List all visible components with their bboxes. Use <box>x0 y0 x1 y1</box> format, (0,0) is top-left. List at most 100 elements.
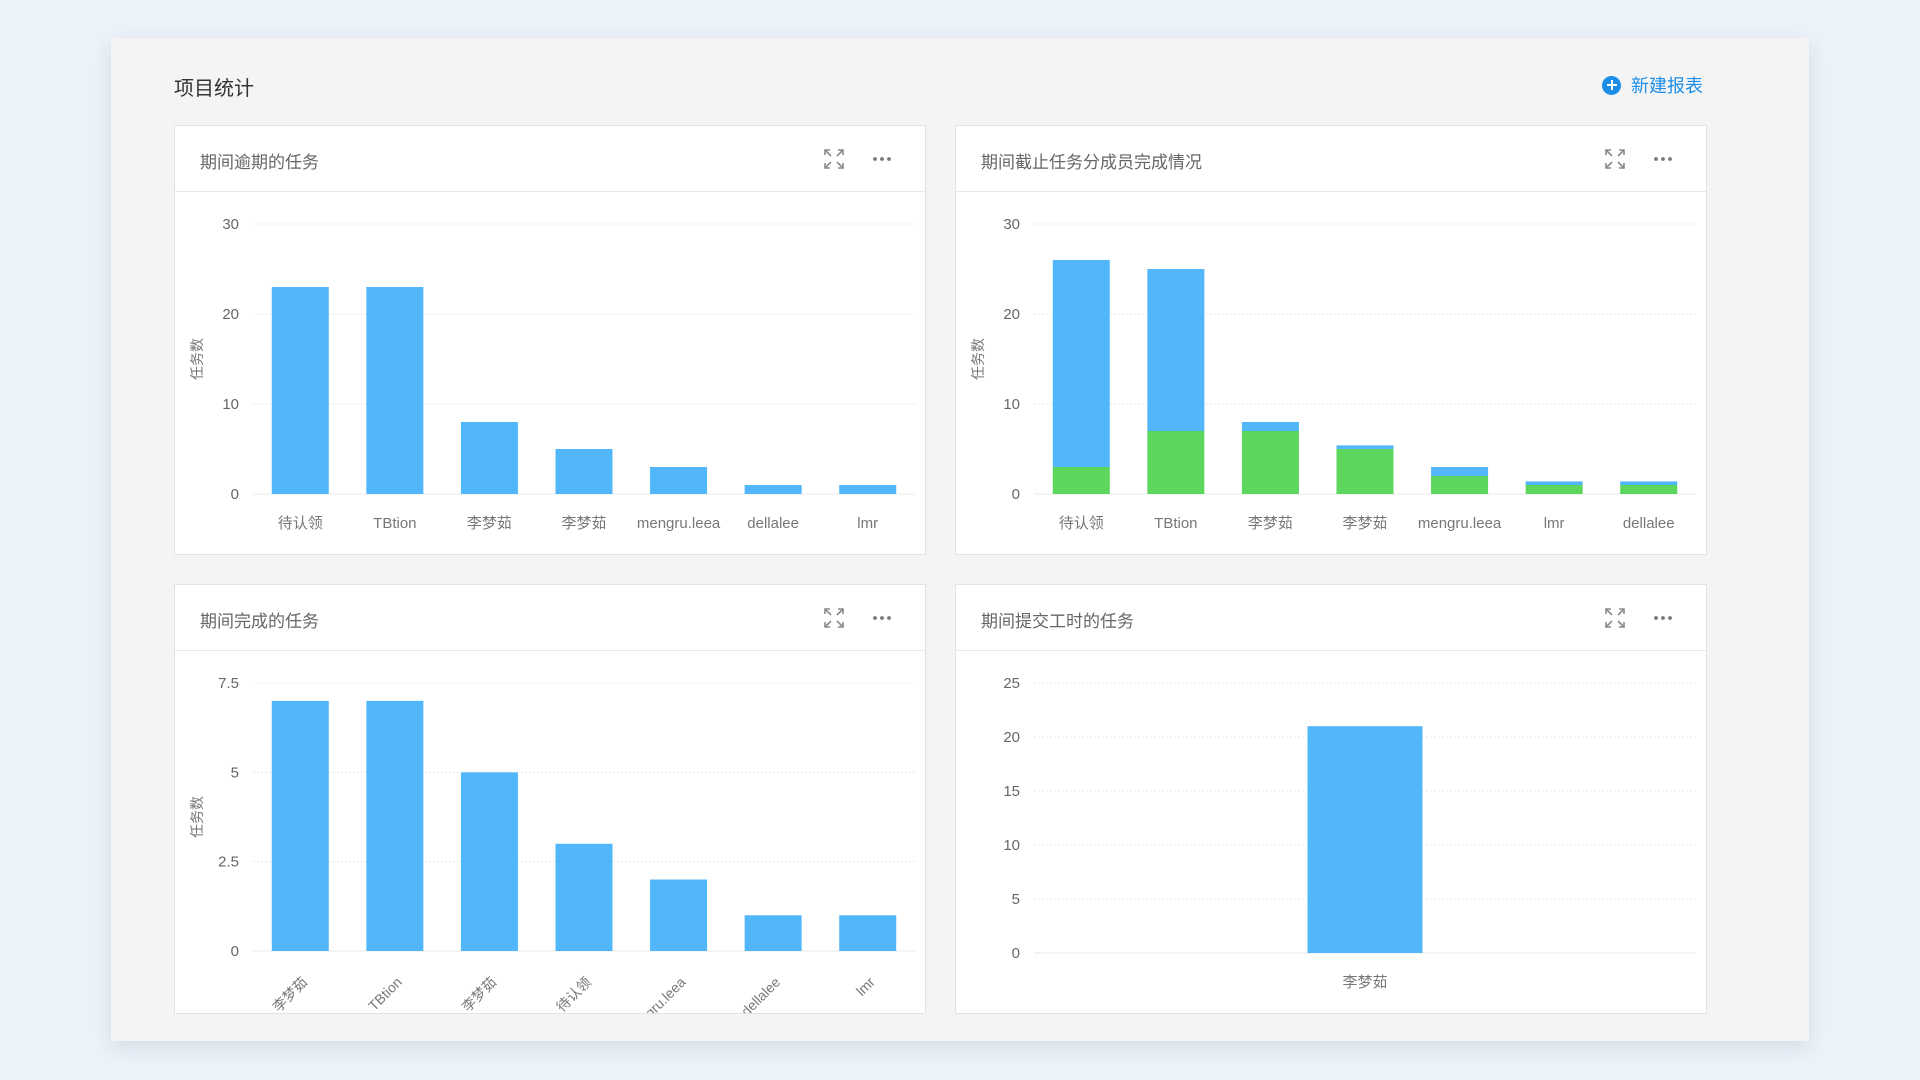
card-title: 期间逾期的任务 <box>200 153 319 172</box>
bar-chart: 0 10 20 30 任务数待认领 TBtion 李梦茹 李梦茹 mengru.leea dell… <box>175 192 925 554</box>
y-tick-label: 20 <box>1003 729 1020 746</box>
more-icon[interactable] <box>871 607 893 629</box>
bar-segment <box>1525 481 1583 485</box>
bar-segment <box>1147 431 1205 494</box>
bar <box>839 915 897 951</box>
bar <box>460 422 518 494</box>
bar <box>460 772 518 951</box>
bar <box>271 287 329 494</box>
y-tick-label: 30 <box>1003 216 1020 233</box>
y-axis-label: 任务数 <box>971 338 987 380</box>
y-tick-label: 0 <box>1012 486 1020 503</box>
bar <box>744 915 802 951</box>
chart-card-completed: 期间完成的任务 0 2.5 5 7.5 任务数李梦茹 TBtion 李梦茹 待认领 mengru… <box>174 584 926 1014</box>
y-tick-label: 0 <box>231 943 239 960</box>
y-tick-label: 10 <box>222 396 239 413</box>
y-tick-label: 30 <box>222 216 239 233</box>
x-tick-label: mengru.leea <box>622 974 688 1013</box>
y-axis-label: 任务数 <box>190 796 206 838</box>
y-tick-label: 25 <box>1003 675 1020 692</box>
bar-segment <box>1241 422 1299 431</box>
y-tick-label: 0 <box>1012 945 1020 962</box>
card-header: 期间逾期的任务 <box>175 126 925 192</box>
expand-icon[interactable] <box>823 607 845 629</box>
x-tick-label: 李梦茹 <box>269 974 310 1013</box>
bar <box>1307 726 1423 953</box>
more-icon[interactable] <box>1652 607 1674 629</box>
bar <box>744 485 802 494</box>
x-tick-label: 李梦茹 <box>467 515 512 532</box>
bar-chart: 0 5 10 15 20 25 李梦茹 <box>956 651 1706 1013</box>
x-tick-label: mengru.leea <box>637 515 721 532</box>
x-tick-label: TBtion <box>365 974 405 1013</box>
y-tick-label: 2.5 <box>218 854 239 871</box>
new-report-button[interactable]: 新建报表 <box>1602 72 1703 98</box>
bar-segment <box>1431 467 1489 476</box>
more-icon[interactable] <box>1652 148 1674 170</box>
chart-card-overdue: 期间逾期的任务 0 10 20 30 任务数待认领 TBtion 李梦茹 李梦茹 mengru.… <box>174 125 926 555</box>
bar <box>555 449 613 494</box>
stacked-bar-chart: 0 10 20 30 任务数 待认领 TBtion 李梦茹 李梦茹 mengru.leea lmr d… <box>956 192 1706 554</box>
y-axis-label: 任务数 <box>190 338 206 380</box>
expand-icon[interactable] <box>1604 148 1626 170</box>
bar <box>555 843 613 951</box>
bar-segment <box>1052 467 1110 494</box>
bar-segment <box>1620 481 1678 485</box>
bar <box>271 700 329 951</box>
project-stats-panel: 项目统计 新建报表 期间逾期的任务 0 10 20 30 任务数 待认领 TBtion 李梦茹… <box>111 38 1809 1041</box>
chart-card-worklog: 期间提交工时的任务 0 5 10 15 20 25 李梦茹 <box>955 584 1707 1014</box>
bar <box>839 485 897 494</box>
x-tick-label: dellalee <box>747 515 799 532</box>
x-tick-label: 李梦茹 <box>459 974 500 1013</box>
chart-card-member-completion: 期间截止任务分成员完成情况 0 10 20 30 任务数 待认领 TBtion 李梦茹 李梦茹 m… <box>955 125 1707 555</box>
bar-chart: 0 2.5 5 7.5 任务数李梦茹 TBtion 李梦茹 待认领 mengru.leea del… <box>175 651 925 1013</box>
bar-segment <box>1147 269 1205 431</box>
card-header: 期间截止任务分成员完成情况 <box>956 126 1706 192</box>
page-title: 项目统计 <box>174 78 254 100</box>
card-title: 期间截止任务分成员完成情况 <box>981 153 1202 172</box>
x-tick-label: TBtion <box>373 515 416 532</box>
x-tick-label: 待认领 <box>278 515 323 532</box>
bar-segment <box>1431 476 1489 494</box>
bar-segment <box>1052 260 1110 467</box>
chart-svg: 0 5 10 15 20 25 李梦茹 <box>1003 675 1696 991</box>
card-title: 期间提交工时的任务 <box>981 612 1134 631</box>
bar-segment <box>1336 445 1394 449</box>
x-tick-label: dellalee <box>1623 515 1675 532</box>
y-tick-label: 10 <box>1003 837 1020 854</box>
bar-segment <box>1336 449 1394 494</box>
bar <box>650 879 708 951</box>
card-header: 期间完成的任务 <box>175 585 925 651</box>
x-tick-label: lmr <box>853 974 878 999</box>
y-tick-label: 5 <box>231 764 239 781</box>
x-tick-label: 李梦茹 <box>1248 515 1293 532</box>
x-tick-label: lmr <box>1544 515 1565 532</box>
bar <box>366 287 424 494</box>
x-tick-label: lmr <box>857 515 878 532</box>
expand-icon[interactable] <box>1604 607 1626 629</box>
x-tick-label: TBtion <box>1154 515 1197 532</box>
x-tick-label: 待认领 <box>553 974 594 1013</box>
x-tick-label: dellalee <box>738 974 784 1013</box>
y-tick-label: 20 <box>222 306 239 323</box>
card-title: 期间完成的任务 <box>200 612 319 631</box>
y-tick-label: 7.5 <box>218 675 239 692</box>
y-tick-label: 10 <box>1003 396 1020 413</box>
x-tick-label: 待认领 <box>1059 515 1104 532</box>
card-header: 期间提交工时的任务 <box>956 585 1706 651</box>
y-tick-label: 15 <box>1003 783 1020 800</box>
bar-segment <box>1241 431 1299 494</box>
x-tick-label: 李梦茹 <box>561 515 606 532</box>
y-tick-label: 5 <box>1012 891 1020 908</box>
y-tick-label: 20 <box>1003 306 1020 323</box>
more-icon[interactable] <box>871 148 893 170</box>
new-report-label: 新建报表 <box>1631 76 1703 96</box>
expand-icon[interactable] <box>823 148 845 170</box>
y-tick-label: 0 <box>231 486 239 503</box>
x-tick-label: 李梦茹 <box>1342 515 1387 532</box>
bar <box>366 700 424 951</box>
plus-circle-icon <box>1602 75 1621 95</box>
